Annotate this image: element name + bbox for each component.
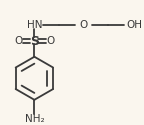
Text: NH₂: NH₂ xyxy=(25,114,44,124)
Text: HN: HN xyxy=(27,20,42,30)
Text: O: O xyxy=(15,36,23,46)
Text: O: O xyxy=(79,20,88,30)
Text: O: O xyxy=(46,36,54,46)
Text: OH: OH xyxy=(127,20,143,30)
Text: S: S xyxy=(30,35,39,48)
